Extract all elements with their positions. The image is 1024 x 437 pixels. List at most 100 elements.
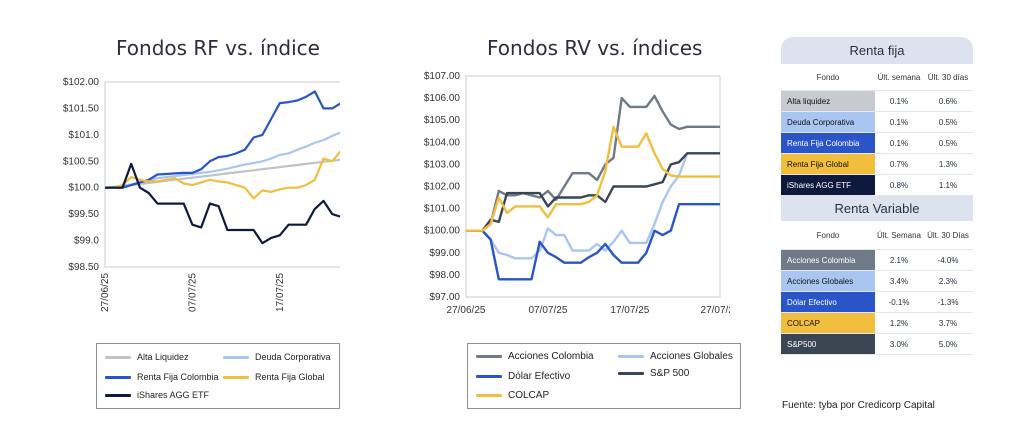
- week-return-cell: 0.7%: [889, 159, 909, 169]
- legend-label: S&P 500: [650, 368, 690, 379]
- week-return-cell: 0.8%: [889, 180, 909, 190]
- y-tick-label: $97.00: [429, 292, 460, 303]
- month-return-cell: -1.3%: [937, 297, 959, 307]
- col-semana: Últ. Semana: [876, 230, 922, 240]
- fund-name-cell: Renta Fija Colombia: [781, 133, 875, 153]
- renta-fija-table: Renta fija Fondo Últ. semana Últ. 30 día…: [781, 37, 973, 196]
- y-tick-label: $100.50: [63, 156, 100, 167]
- month-return-cell: 0.5%: [938, 138, 958, 148]
- table-row: Renta Fija Global 0.7% 1.3%: [781, 154, 973, 175]
- series-line-acciones-colombia: [466, 94, 720, 232]
- fund-name-cell: Renta Fija Global: [781, 154, 875, 174]
- month-return-cell: 3.7%: [938, 318, 958, 328]
- col-30-dias: Últ. 30 días: [927, 72, 969, 82]
- x-tick-label: 07/07/25: [187, 273, 198, 312]
- y-tick-label: $101.50: [63, 103, 100, 114]
- series-line-renta-fija-global: [105, 150, 340, 200]
- legend-item-sp500: S&P 500: [618, 368, 689, 379]
- legend-label: Renta Fija Colombia: [137, 372, 219, 382]
- legend-item-colcap: COLCAP: [476, 390, 549, 401]
- week-return-cell: 0.1%: [889, 96, 909, 106]
- y-tick-label: $102.00: [424, 182, 461, 193]
- source-note: Fuente: tyba por Credicorp Capital: [782, 400, 935, 411]
- col-fondo: Fondo: [816, 72, 840, 82]
- fund-name-cell: COLCAP: [781, 313, 875, 333]
- fund-name-cell: Acciones Colombia: [781, 250, 875, 270]
- legend-swatch: [618, 354, 644, 358]
- table-row: Renta Fija Colombia 0.1% 0.5%: [781, 133, 973, 154]
- fund-name-cell: Dólar Efectivo: [781, 292, 875, 312]
- week-return-cell: 2.1%: [889, 255, 909, 265]
- series-line-ishares-agg-etf: [105, 162, 340, 245]
- table-row: Acciones Globales 3.4% 2.3%: [781, 271, 973, 292]
- fund-name-cell: Acciones Globales: [781, 271, 875, 291]
- x-tick-label: 27/07/25: [701, 305, 730, 316]
- series-line-s-p-500: [466, 152, 720, 232]
- legend-swatch: [105, 356, 131, 360]
- legend-item-acciones-globales: Acciones Globales: [618, 351, 733, 362]
- week-return-cell: 0.1%: [889, 138, 909, 148]
- table-row: Acciones Colombia 2.1% -4.0%: [781, 250, 973, 271]
- col-30-dias: Últ. 30 Días: [927, 230, 969, 240]
- legend-item-alta-liquidez: Alta Liquidez: [105, 352, 189, 362]
- legend-label: Alta Liquidez: [137, 352, 189, 362]
- y-tick-label: $98.00: [429, 270, 460, 281]
- month-return-cell: 1.3%: [938, 159, 958, 169]
- y-tick-label: $101.00: [424, 204, 461, 215]
- month-return-cell: 5.0%: [938, 339, 958, 349]
- legend-item-renta-fija-colombia: Renta Fija Colombia: [105, 372, 219, 382]
- fund-name-cell: iShares AGG ETF: [781, 175, 875, 195]
- y-tick-label: $103.00: [424, 159, 461, 170]
- legend-label: Acciones Colombia: [508, 351, 594, 362]
- legend-swatch: [476, 354, 502, 358]
- plot-area: [465, 75, 721, 298]
- x-tick-label: 27/06/25: [100, 273, 111, 312]
- legend-label: COLCAP: [508, 390, 550, 401]
- y-tick-label: $107.00: [424, 71, 461, 82]
- legend-swatch: [618, 371, 644, 375]
- series-line-colcap: [466, 125, 720, 232]
- legend-swatch: [223, 376, 249, 380]
- month-return-cell: 2.3%: [938, 276, 958, 286]
- y-tick-label: $99.50: [68, 209, 99, 220]
- y-tick-label: $105.00: [424, 115, 461, 126]
- y-tick-label: $101.0: [68, 130, 99, 141]
- legend-label: Deuda Corporativa: [255, 352, 331, 362]
- renta-variable-table: Renta Variable Fondo Últ. Semana Últ. 30…: [781, 196, 973, 355]
- week-return-cell: -0.1%: [888, 297, 910, 307]
- renta-fija-header-row: Fondo Últ. semana Últ. 30 días: [781, 64, 973, 91]
- legend-item-dolar-efectivo: Dólar Efectivo: [476, 371, 570, 382]
- series-line-d-lar-efectivo: [466, 203, 720, 281]
- x-tick-label: 17/07/25: [610, 305, 649, 316]
- week-return-cell: 1.2%: [889, 318, 909, 328]
- y-tick-label: $100.0: [68, 183, 99, 194]
- y-tick-label: $100.00: [424, 226, 461, 237]
- legend-item-acciones-colombia: Acciones Colombia: [476, 351, 594, 362]
- table-row: iShares AGG ETF 0.8% 1.1%: [781, 175, 973, 196]
- legend-swatch: [476, 374, 502, 378]
- legend-label: iShares AGG ETF: [137, 390, 210, 400]
- legend-label: Dólar Efectivo: [508, 371, 571, 382]
- y-tick-label: $99.00: [429, 248, 460, 259]
- week-return-cell: 0.1%: [889, 117, 909, 127]
- x-tick-label: 27/06/25: [447, 305, 486, 316]
- y-tick-label: $106.00: [424, 93, 461, 104]
- series-line-renta-fija-colombia: [105, 90, 340, 189]
- col-fondo: Fondo: [816, 230, 840, 240]
- table-row: Deuda Corporativa 0.1% 0.5%: [781, 112, 973, 133]
- month-return-cell: 0.5%: [938, 117, 958, 127]
- table-row: COLCAP 1.2% 3.7%: [781, 313, 973, 334]
- table-row: S&P500 3.0% 5.0%: [781, 334, 973, 355]
- renta-variable-header-row: Fondo Últ. Semana Últ. 30 Días: [781, 221, 973, 250]
- x-tick-label: 07/07/25: [528, 305, 567, 316]
- renta-fija-title: Renta fija: [781, 37, 973, 64]
- legend-swatch: [105, 376, 131, 380]
- month-return-cell: 1.1%: [938, 180, 958, 190]
- legend-swatch: [105, 394, 131, 398]
- y-tick-label: $98.50: [68, 262, 99, 273]
- month-return-cell: 0.6%: [938, 96, 958, 106]
- table-row: Alta liquidez 0.1% 0.6%: [781, 91, 973, 112]
- renta-variable-title: Renta Variable: [781, 196, 973, 221]
- month-return-cell: -4.0%: [937, 255, 959, 265]
- fund-name-cell: S&P500: [781, 334, 875, 354]
